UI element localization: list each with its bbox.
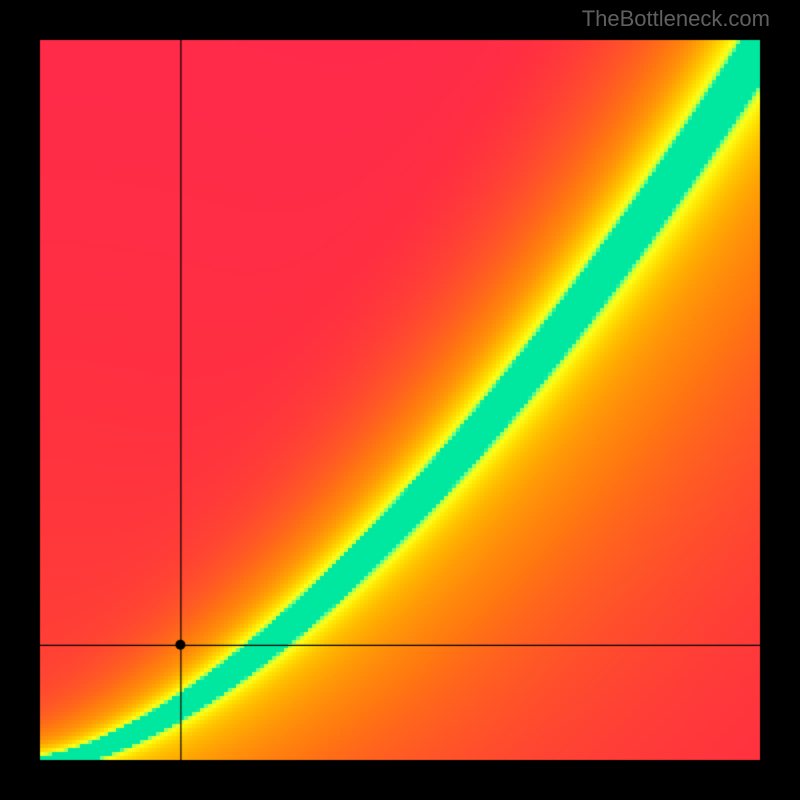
chart-frame: TheBottleneck.com	[0, 0, 800, 800]
watermark-label: TheBottleneck.com	[582, 6, 770, 32]
bottleneck-heatmap	[0, 0, 800, 800]
